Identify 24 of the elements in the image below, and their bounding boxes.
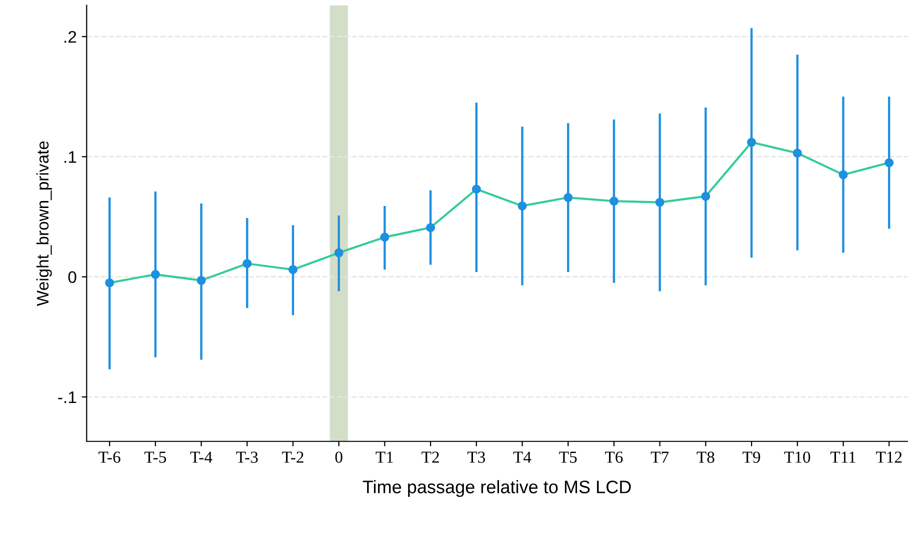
x-tick-label: T6 bbox=[605, 452, 623, 463]
x-tick-label: T11 bbox=[830, 452, 856, 463]
y-tick-label: .2 bbox=[64, 30, 76, 43]
x-tick-label: T9 bbox=[742, 452, 760, 463]
y-tick-label: .1 bbox=[64, 151, 76, 163]
x-tick-label: 0 bbox=[335, 452, 342, 463]
x-tick-label: T2 bbox=[422, 452, 439, 463]
x-tick-label: T-4 bbox=[190, 452, 212, 463]
x-axis-title: Time passage relative to MS LCD bbox=[362, 480, 631, 497]
y-tick-label: 0 bbox=[68, 271, 76, 284]
x-tick-label: T-2 bbox=[282, 452, 304, 463]
y-tick-label: -.1 bbox=[58, 392, 76, 403]
x-tick-label: T-6 bbox=[98, 452, 120, 463]
x-tick-label: T4 bbox=[513, 452, 532, 463]
x-tick-label: T1 bbox=[376, 452, 393, 463]
y-axis-title: Weight_brown_private bbox=[36, 141, 52, 306]
x-tick-label: T-5 bbox=[144, 452, 166, 463]
x-tick-label: T12 bbox=[876, 452, 902, 463]
x-tick-label: T5 bbox=[559, 452, 577, 463]
x-tick-label: T7 bbox=[650, 452, 669, 463]
x-tick-label: T3 bbox=[467, 452, 486, 463]
x-tick-label: T8 bbox=[696, 452, 714, 463]
x-tick-label: T10 bbox=[784, 452, 810, 463]
x-tick-label: T-3 bbox=[236, 452, 258, 463]
